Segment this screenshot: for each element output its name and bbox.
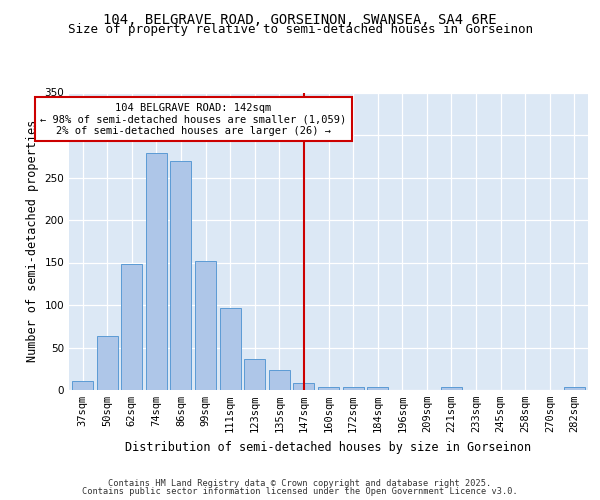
Text: Size of property relative to semi-detached houses in Gorseinon: Size of property relative to semi-detach…	[67, 24, 533, 36]
Bar	[72, 380, 93, 390]
Bar	[195, 261, 216, 390]
Bar	[318, 386, 339, 390]
Bar	[170, 160, 191, 390]
Bar	[367, 388, 388, 390]
Bar	[293, 383, 314, 390]
Text: 104, BELGRAVE ROAD, GORSEINON, SWANSEA, SA4 6RE: 104, BELGRAVE ROAD, GORSEINON, SWANSEA, …	[103, 12, 497, 26]
Bar	[244, 358, 265, 390]
Bar	[220, 308, 241, 390]
X-axis label: Distribution of semi-detached houses by size in Gorseinon: Distribution of semi-detached houses by …	[125, 440, 532, 454]
Bar	[269, 370, 290, 390]
Bar	[343, 388, 364, 390]
Bar	[121, 264, 142, 390]
Bar	[146, 153, 167, 390]
Text: Contains HM Land Registry data © Crown copyright and database right 2025.: Contains HM Land Registry data © Crown c…	[109, 478, 491, 488]
Bar	[97, 336, 118, 390]
Text: 104 BELGRAVE ROAD: 142sqm
← 98% of semi-detached houses are smaller (1,059)
2% o: 104 BELGRAVE ROAD: 142sqm ← 98% of semi-…	[40, 102, 346, 136]
Bar	[564, 388, 585, 390]
Y-axis label: Number of semi-detached properties: Number of semi-detached properties	[26, 120, 39, 362]
Text: Contains public sector information licensed under the Open Government Licence v3: Contains public sector information licen…	[82, 487, 518, 496]
Bar	[441, 388, 462, 390]
